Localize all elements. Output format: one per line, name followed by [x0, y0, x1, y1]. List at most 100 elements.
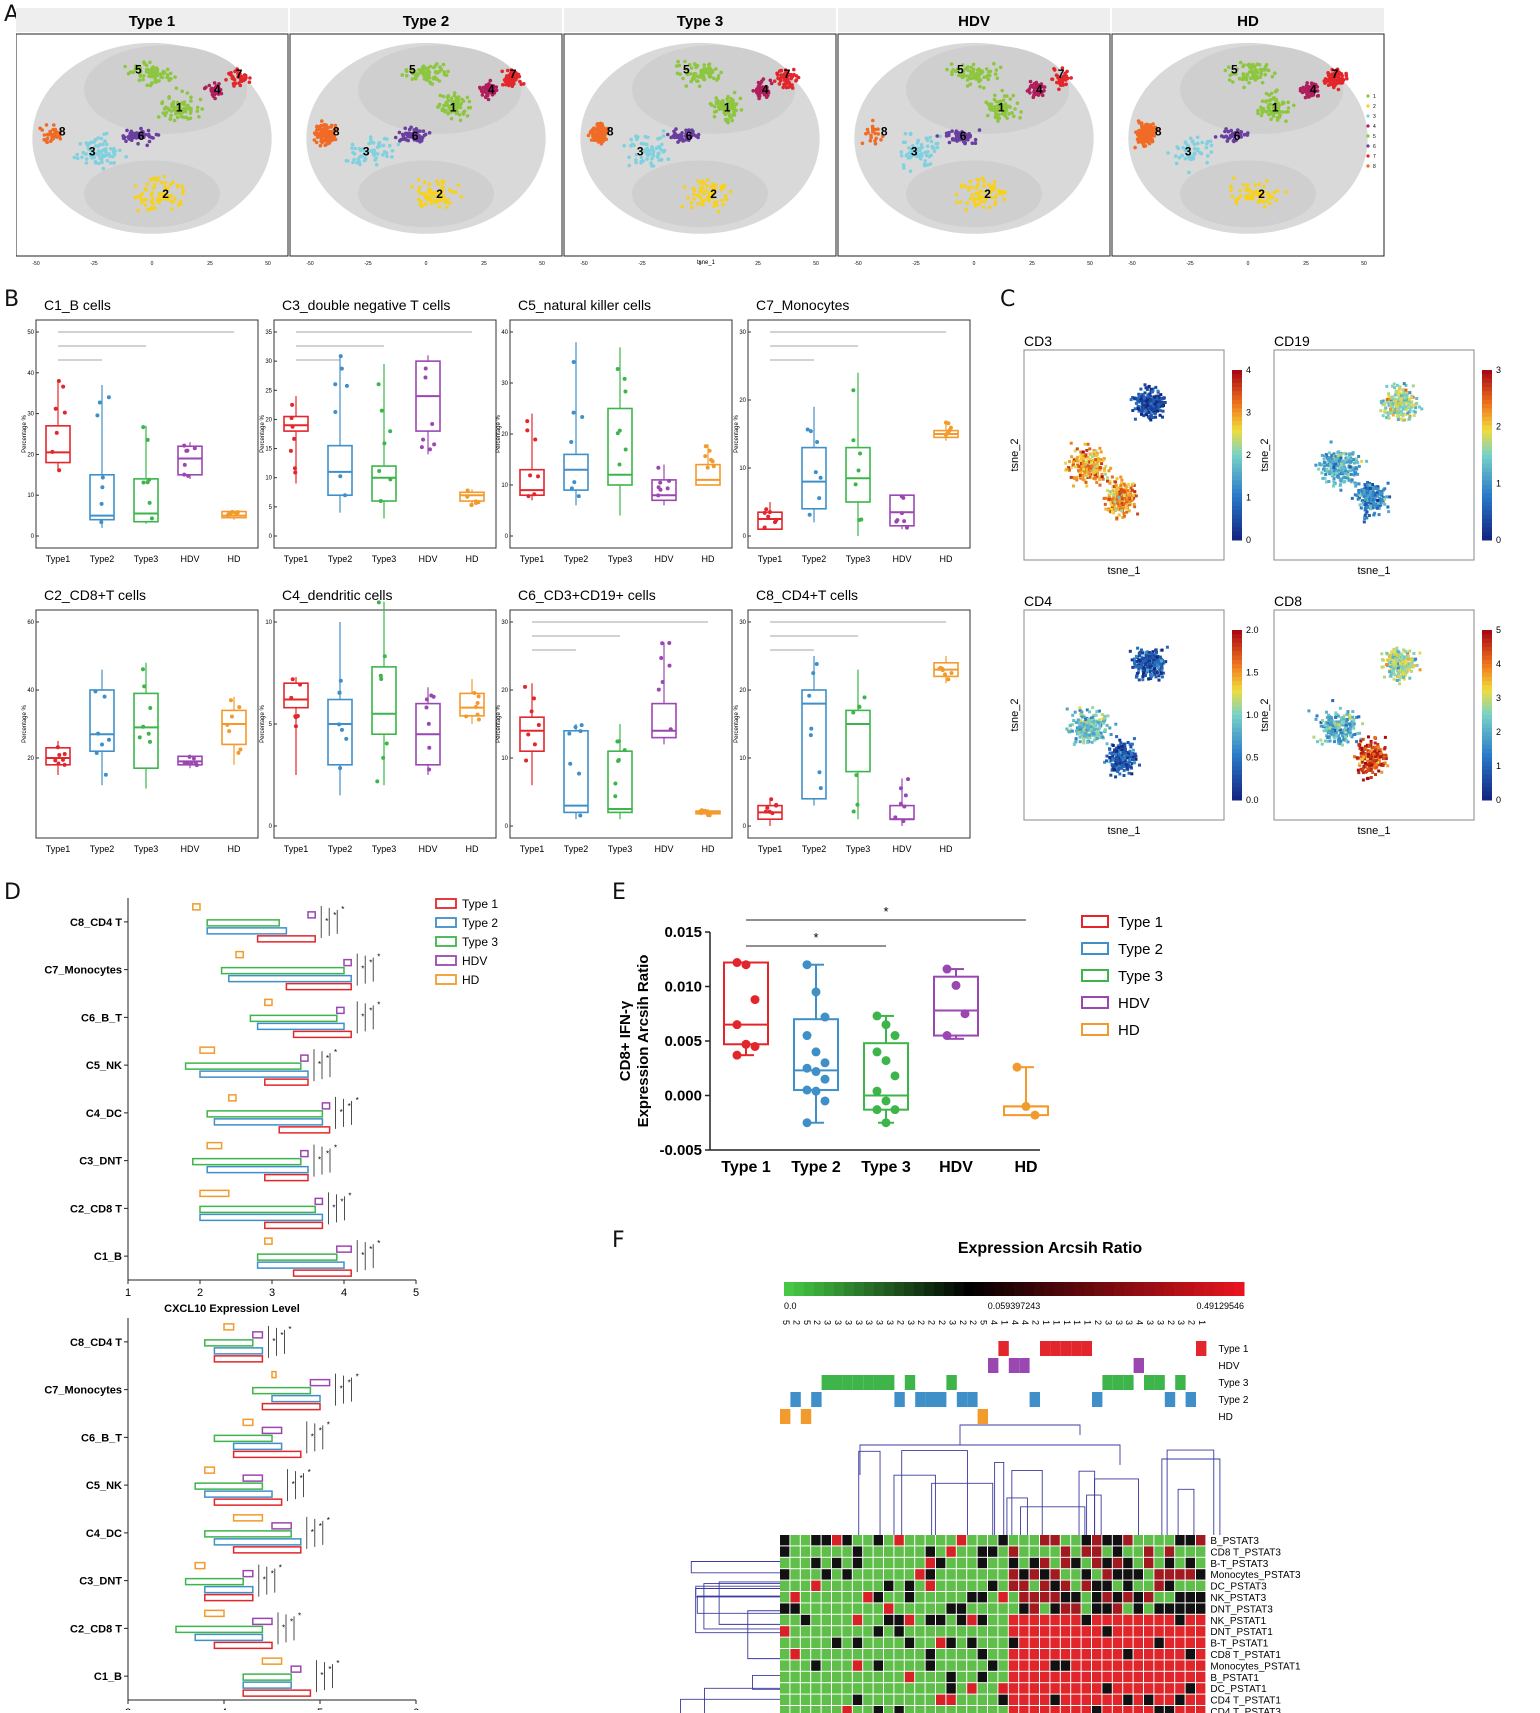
cluster-point: [397, 130, 402, 135]
cluster-point: [125, 128, 129, 133]
cluster-point: [181, 107, 185, 111]
cluster-point: [986, 77, 991, 82]
expression-point: [1364, 502, 1368, 506]
cluster-point: [78, 142, 83, 146]
expression-point: [1152, 668, 1156, 672]
x-tick-label: Type1: [758, 554, 783, 564]
expression-point: [1144, 671, 1148, 675]
legend-label: 2: [1373, 104, 1376, 110]
cluster-point: [505, 68, 510, 73]
expression-point: [1381, 399, 1385, 403]
expression-point: [1332, 466, 1336, 469]
expression-point: [1145, 398, 1149, 402]
cluster-point: [913, 150, 917, 154]
x-tick-label: HD: [466, 844, 479, 854]
expression-point: [1364, 498, 1367, 502]
cluster-point: [992, 179, 997, 184]
cluster-point: [874, 136, 878, 141]
cluster-point: [868, 138, 873, 143]
cluster-point: [970, 193, 975, 197]
cluster-point: [419, 199, 424, 204]
cluster-point: [444, 103, 449, 107]
cluster-point: [143, 132, 148, 137]
cluster-label: 5: [957, 63, 964, 77]
expression-point: [1374, 503, 1378, 507]
cluster-point: [1242, 77, 1247, 81]
legend-swatch: [1366, 164, 1370, 168]
cluster-point: [1219, 134, 1224, 138]
expression-point: [1141, 657, 1145, 661]
expression-point: [1133, 396, 1137, 400]
expression-point: [1344, 452, 1348, 456]
cluster-point: [1330, 67, 1334, 72]
expression-point: [1357, 482, 1361, 486]
cluster-point: [599, 133, 604, 138]
expression-point: [1144, 662, 1148, 666]
expression-point: [1065, 467, 1069, 471]
expression-point: [1365, 491, 1369, 495]
expression-point: [1153, 408, 1157, 412]
cluster-point: [449, 110, 454, 114]
expression-point: [1376, 501, 1380, 505]
cluster-label: 8: [59, 125, 66, 139]
data-point: [571, 359, 576, 364]
cluster-point: [973, 141, 978, 145]
cluster-point: [163, 113, 167, 118]
cluster-point: [410, 132, 415, 136]
data-point: [568, 761, 573, 766]
cluster-point: [780, 73, 784, 77]
cluster-point: [240, 74, 244, 79]
cluster-point: [685, 72, 690, 77]
x-tick-label: 25: [1303, 261, 1309, 267]
cluster-point: [1270, 195, 1275, 199]
data-point: [857, 518, 862, 523]
cluster-label: 8: [1155, 125, 1162, 139]
expression-point: [1138, 659, 1142, 663]
cluster-point: [988, 190, 993, 195]
cluster-point: [991, 108, 995, 112]
cluster-point: [716, 105, 721, 109]
box: [221, 709, 247, 746]
cluster-point: [1283, 190, 1288, 194]
expression-point: [1124, 506, 1128, 510]
colorbar-segment: [1482, 497, 1492, 503]
cluster-point: [516, 74, 520, 79]
expression-point: [1398, 396, 1402, 400]
x-tick-label: 0: [425, 261, 428, 267]
x-tick-label: Type2: [802, 554, 827, 564]
cluster-point: [909, 147, 914, 152]
data-point: [57, 468, 62, 473]
cluster-point: [58, 136, 63, 141]
cluster-point: [409, 69, 413, 73]
expression-point: [1365, 510, 1369, 514]
expression-point: [1146, 668, 1149, 672]
cluster-point: [1315, 89, 1320, 93]
cluster-point: [965, 78, 970, 82]
expression-point: [1069, 441, 1073, 445]
cluster-point: [107, 152, 111, 156]
expression-point: [1098, 446, 1102, 450]
expression-point: [1137, 405, 1141, 409]
expression-point: [1340, 467, 1344, 471]
expression-point: [1128, 649, 1132, 653]
expression-point: [1349, 460, 1353, 464]
expression-point: [1151, 409, 1155, 413]
cluster-point: [445, 205, 449, 209]
expression-point: [1075, 457, 1078, 461]
data-point: [948, 425, 953, 430]
data-point: [569, 439, 574, 444]
cluster-point: [1303, 95, 1308, 100]
cluster-point: [393, 135, 398, 140]
expression-point: [1401, 412, 1405, 416]
cluster-point: [363, 157, 368, 161]
cluster-point: [1002, 197, 1007, 201]
expression-point: [1154, 405, 1158, 409]
cluster-point: [1258, 196, 1262, 200]
cluster-point: [1206, 154, 1210, 158]
data-point: [617, 462, 622, 467]
cluster-point: [491, 88, 495, 92]
expression-point: [1100, 475, 1104, 479]
expression-point: [1118, 504, 1122, 508]
expression-point: [1159, 671, 1163, 675]
colorbar-segment: [1482, 523, 1492, 528]
